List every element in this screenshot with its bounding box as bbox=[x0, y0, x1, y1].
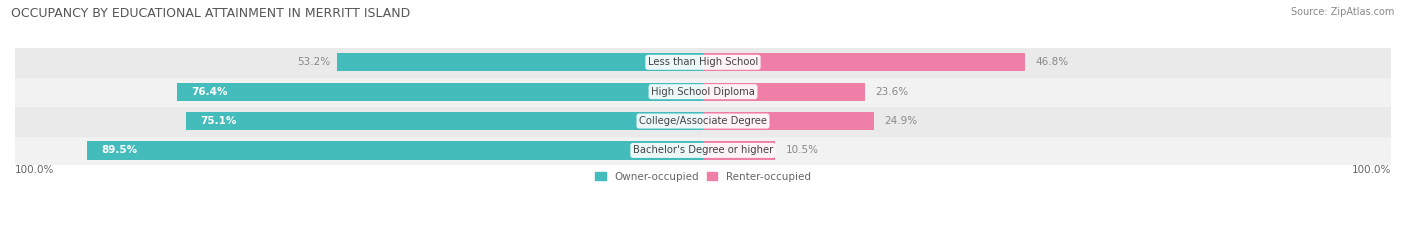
Bar bbox=[15, 77, 1391, 106]
Bar bbox=[15, 106, 1391, 136]
Text: 100.0%: 100.0% bbox=[15, 165, 55, 175]
Text: Less than High School: Less than High School bbox=[648, 57, 758, 67]
Bar bbox=[703, 112, 875, 130]
Bar bbox=[337, 53, 703, 71]
Text: 24.9%: 24.9% bbox=[884, 116, 918, 126]
Legend: Owner-occupied, Renter-occupied: Owner-occupied, Renter-occupied bbox=[591, 167, 815, 186]
Text: 76.4%: 76.4% bbox=[191, 87, 228, 97]
Bar bbox=[177, 82, 703, 101]
Text: College/Associate Degree: College/Associate Degree bbox=[638, 116, 768, 126]
Bar bbox=[703, 141, 775, 160]
Text: Source: ZipAtlas.com: Source: ZipAtlas.com bbox=[1291, 7, 1395, 17]
Text: 89.5%: 89.5% bbox=[101, 145, 138, 155]
Text: Bachelor's Degree or higher: Bachelor's Degree or higher bbox=[633, 145, 773, 155]
Text: 10.5%: 10.5% bbox=[786, 145, 818, 155]
Text: 100.0%: 100.0% bbox=[1351, 165, 1391, 175]
Bar bbox=[187, 112, 703, 130]
Text: 75.1%: 75.1% bbox=[200, 116, 236, 126]
Text: 46.8%: 46.8% bbox=[1035, 57, 1069, 67]
Text: OCCUPANCY BY EDUCATIONAL ATTAINMENT IN MERRITT ISLAND: OCCUPANCY BY EDUCATIONAL ATTAINMENT IN M… bbox=[11, 7, 411, 20]
Bar bbox=[703, 53, 1025, 71]
Text: High School Diploma: High School Diploma bbox=[651, 87, 755, 97]
Text: 53.2%: 53.2% bbox=[297, 57, 330, 67]
Bar bbox=[15, 136, 1391, 165]
Bar bbox=[87, 141, 703, 160]
Bar bbox=[703, 82, 865, 101]
Bar bbox=[15, 48, 1391, 77]
Text: 23.6%: 23.6% bbox=[876, 87, 908, 97]
